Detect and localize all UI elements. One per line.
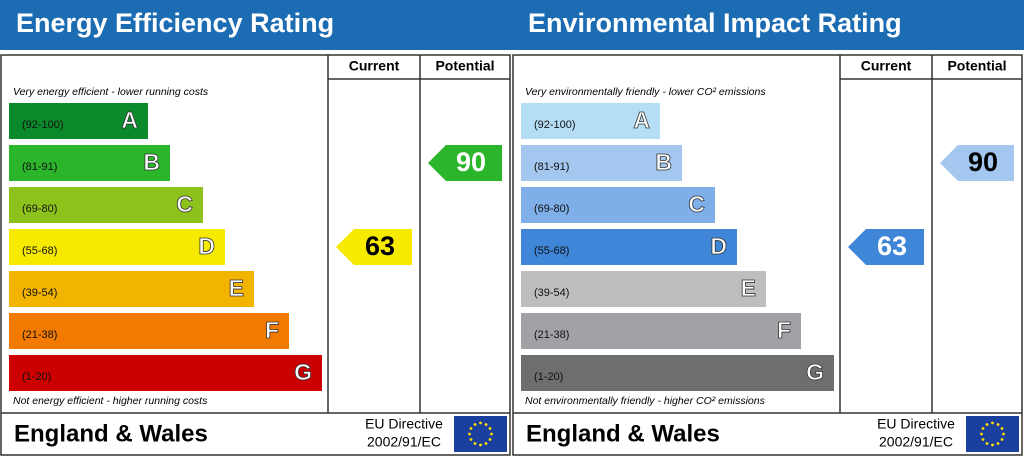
directive-line: 2002/91/EC — [879, 434, 953, 450]
band-range: (81-91) — [22, 161, 57, 173]
directive-line: EU Directive — [877, 416, 955, 432]
eu-star — [1000, 427, 1004, 430]
rating-band — [521, 355, 834, 391]
band-range: (39-54) — [534, 287, 569, 299]
eu-star — [484, 423, 488, 426]
eu-star — [468, 432, 471, 436]
band-letter: F — [777, 317, 791, 343]
band-range: (55-68) — [534, 245, 569, 257]
table-frame — [512, 54, 1023, 456]
column-header: Current — [861, 58, 912, 74]
column-header: Current — [349, 58, 400, 74]
band-range: (21-38) — [22, 329, 57, 341]
band-letter: G — [806, 359, 824, 385]
band-range: (39-54) — [22, 287, 57, 299]
eu-star — [488, 438, 492, 441]
band-letter: B — [143, 149, 160, 175]
title-bar — [512, 0, 1024, 50]
band-range: (69-80) — [22, 203, 57, 215]
rating-band — [9, 355, 322, 391]
band-letter: D — [198, 233, 215, 259]
band-letter: A — [633, 107, 650, 133]
eu-star — [490, 432, 493, 436]
rating-band — [521, 103, 660, 139]
rating-band — [9, 229, 225, 265]
eu-star — [469, 438, 473, 441]
eu-star — [991, 421, 994, 425]
band-range: (55-68) — [22, 245, 57, 257]
band-range: (92-100) — [534, 119, 576, 131]
column-header: Potential — [435, 58, 494, 74]
band-letter: E — [229, 275, 244, 301]
band-range: (1-20) — [534, 371, 563, 383]
footer-region: England & Wales — [14, 420, 208, 447]
eu-star — [479, 421, 482, 425]
band-range: (21-38) — [534, 329, 569, 341]
rating-band — [9, 103, 148, 139]
rating-band — [521, 313, 801, 349]
panel-title: Energy Efficiency Rating — [16, 8, 334, 38]
top-note: Very environmentally friendly - lower CO… — [525, 86, 766, 98]
eu-star — [981, 438, 985, 441]
rating-value: 90 — [456, 147, 486, 177]
rating-band — [9, 271, 254, 307]
band-range: (1-20) — [22, 371, 51, 383]
band-letter: E — [741, 275, 756, 301]
rating-band — [9, 313, 289, 349]
band-range: (69-80) — [534, 203, 569, 215]
rating-value: 90 — [968, 147, 998, 177]
table-frame — [0, 54, 511, 456]
rating-band — [521, 145, 682, 181]
band-range: (81-91) — [534, 161, 569, 173]
bottom-note: Not energy efficient - higher running co… — [13, 395, 208, 407]
directive-line: 2002/91/EC — [367, 434, 441, 450]
rating-band — [9, 187, 203, 223]
rating-value: 63 — [877, 231, 907, 261]
band-letter: B — [655, 149, 672, 175]
eu-star — [469, 427, 473, 430]
eu-star — [985, 442, 989, 445]
column-header: Potential — [947, 58, 1006, 74]
band-letter: F — [265, 317, 279, 343]
rating-arrow — [428, 145, 502, 181]
eu-star — [479, 443, 482, 447]
eu-star — [996, 423, 1000, 426]
eu-star — [484, 442, 488, 445]
eu-star — [996, 442, 1000, 445]
band-letter: C — [688, 191, 705, 217]
eu-star — [991, 443, 994, 447]
rating-band — [9, 145, 170, 181]
rating-band — [521, 187, 715, 223]
band-range: (92-100) — [22, 119, 64, 131]
eu-star — [1002, 432, 1005, 436]
rating-band — [521, 229, 737, 265]
bottom-note: Not environmentally friendly - higher CO… — [525, 395, 766, 407]
rating-arrow — [848, 229, 924, 265]
eu-star — [985, 423, 989, 426]
top-note: Very energy efficient - lower running co… — [13, 86, 209, 98]
eu-star — [473, 423, 477, 426]
band-letter: G — [294, 359, 312, 385]
panel-title: Environmental Impact Rating — [528, 8, 902, 38]
eu-flag — [454, 416, 507, 452]
eu-star — [488, 427, 492, 430]
directive-line: EU Directive — [365, 416, 443, 432]
band-letter: A — [121, 107, 138, 133]
rating-band — [521, 271, 766, 307]
rating-arrow — [336, 229, 412, 265]
band-letter: C — [176, 191, 193, 217]
rating-arrow — [940, 145, 1014, 181]
title-bar — [0, 0, 512, 50]
eu-star — [1000, 438, 1004, 441]
eu-star — [981, 427, 985, 430]
band-letter: D — [710, 233, 727, 259]
rating-value: 63 — [365, 231, 395, 261]
footer-region: England & Wales — [526, 420, 720, 447]
eu-flag — [966, 416, 1019, 452]
eu-star — [473, 442, 477, 445]
eu-star — [980, 432, 983, 436]
